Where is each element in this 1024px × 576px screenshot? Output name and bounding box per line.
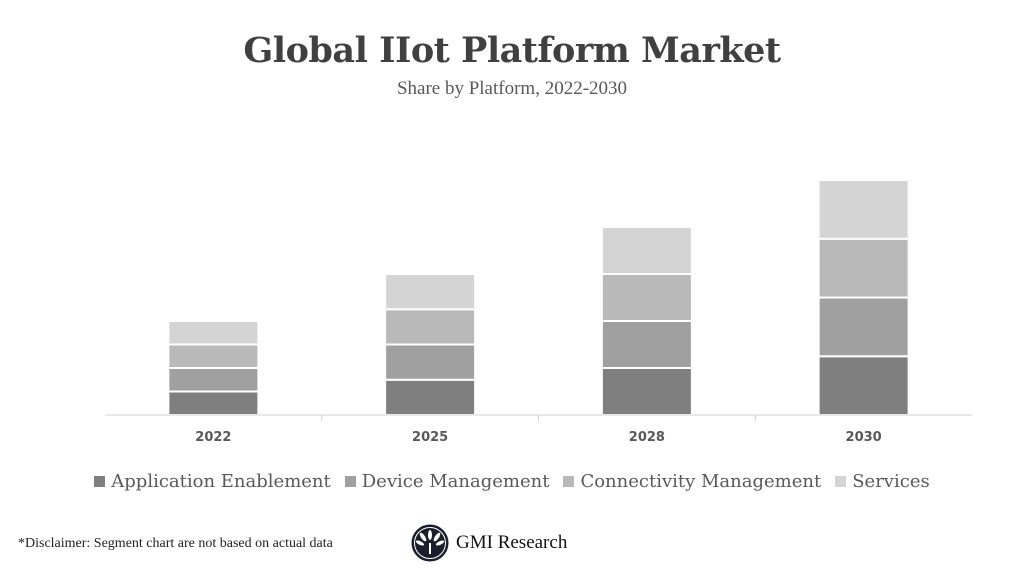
gmi-research-logo: GMI Research bbox=[410, 523, 567, 563]
legend-label: Services bbox=[852, 471, 930, 492]
bar-segment-2022-0 bbox=[167, 390, 260, 416]
bar-segment-2022-1 bbox=[167, 367, 260, 393]
legend-label: Device Management bbox=[361, 471, 550, 492]
bar-segment-2028-1 bbox=[600, 320, 693, 369]
bar-segment-2025-3 bbox=[384, 273, 477, 311]
disclaimer: *Disclaimer: Segment chart are not based… bbox=[18, 536, 333, 551]
legend-item: Services bbox=[835, 471, 930, 492]
bar-segment-2028-0 bbox=[600, 367, 693, 416]
legend-swatch bbox=[344, 476, 356, 487]
logo-fan-icon bbox=[411, 524, 449, 562]
bar-segment-2030-3 bbox=[817, 179, 910, 240]
x-tick-label: 2022 bbox=[195, 430, 231, 445]
bar-segment-2030-1 bbox=[817, 296, 910, 358]
legend-item: Connectivity Management bbox=[563, 471, 821, 492]
bar-segment-2030-2 bbox=[817, 237, 910, 299]
bar-segment-2025-1 bbox=[384, 343, 477, 381]
bar-segment-2028-3 bbox=[600, 226, 693, 275]
bar-segment-2025-2 bbox=[384, 308, 477, 346]
bar-segment-2022-2 bbox=[167, 343, 260, 369]
legend-label: Connectivity Management bbox=[580, 471, 822, 492]
bar-segment-2022-3 bbox=[167, 320, 260, 346]
x-tick-label: 2028 bbox=[629, 430, 665, 445]
legend-item: Device Management bbox=[344, 471, 550, 492]
chart-title: Global IIot Platform Market bbox=[243, 30, 781, 71]
bar-segment-2030-0 bbox=[817, 355, 910, 416]
chart-subtitle: Share by Platform, 2022-2030 bbox=[396, 78, 628, 99]
legend-swatch bbox=[835, 476, 847, 487]
legend-swatch bbox=[94, 476, 106, 487]
legend-item: Application Enablement bbox=[94, 471, 331, 492]
legend: Application Enablement Device Management C… bbox=[0, 471, 1024, 492]
bar-segment-2028-2 bbox=[600, 273, 693, 322]
legend-label: Application Enablement bbox=[111, 471, 331, 492]
x-tick-label: 2025 bbox=[412, 430, 448, 445]
x-tick-label: 2030 bbox=[846, 430, 882, 445]
logo-text: GMI Research bbox=[456, 532, 568, 553]
bar-segment-2025-0 bbox=[384, 378, 477, 416]
legend-swatch bbox=[563, 476, 575, 487]
